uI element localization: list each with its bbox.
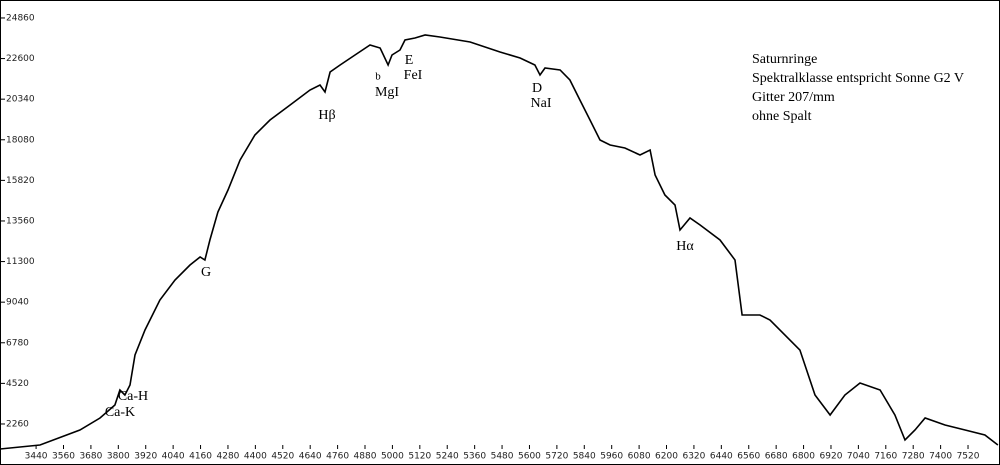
x-tick-label: 5600 — [518, 452, 541, 462]
x-tick-label: 6920 — [820, 452, 843, 462]
x-tick-label: 7520 — [957, 452, 980, 462]
x-tick-label: 6440 — [710, 452, 733, 462]
y-tick-label: 13560 — [6, 216, 35, 226]
x-tick-label: 6200 — [655, 452, 678, 462]
line-label: E — [405, 53, 414, 68]
x-tick-label: 4520 — [271, 452, 294, 462]
x-tick-label: 7280 — [902, 452, 925, 462]
x-tick-label: 4640 — [299, 452, 322, 462]
y-tick-label: 20340 — [6, 95, 35, 105]
x-tick-label: 5840 — [573, 452, 596, 462]
info-text: Gitter 207/mm — [752, 90, 835, 105]
line-label: Hβ — [318, 108, 335, 123]
x-tick-label: 3680 — [79, 452, 102, 462]
x-tick-label: 5240 — [436, 452, 459, 462]
y-tick-label: 18080 — [6, 135, 35, 145]
x-tick-label: 4040 — [162, 452, 185, 462]
spectrum-line — [0, 34, 999, 450]
y-tick-label: 6780 — [6, 338, 29, 348]
info-text: Spektralklasse entspricht Sonne G2 V — [752, 71, 964, 86]
line-label: MgI — [375, 85, 399, 100]
x-tick-label: 6800 — [792, 452, 815, 462]
line-label: Ca-H — [118, 389, 148, 404]
line-label: b — [375, 71, 381, 83]
x-tick-label: 6320 — [682, 452, 705, 462]
x-tick-label: 4880 — [354, 452, 377, 462]
info-text: ohne Spalt — [752, 109, 812, 124]
line-label: NaI — [531, 96, 552, 111]
x-tick-label: 5120 — [408, 452, 431, 462]
x-tick-label: 4160 — [189, 452, 212, 462]
x-tick-label: 3800 — [107, 452, 130, 462]
x-tick-label: 4760 — [326, 452, 349, 462]
x-tick-label: 7040 — [847, 452, 870, 462]
y-tick-label: 24860 — [6, 13, 35, 23]
x-tick-label: 6680 — [765, 452, 788, 462]
y-tick-label: 9040 — [6, 298, 29, 308]
x-tick-label: 6080 — [628, 452, 651, 462]
y-tick-label: 2260 — [6, 419, 29, 429]
line-label: G — [201, 265, 211, 280]
line-label: Hα — [676, 239, 694, 254]
x-tick-label: 5480 — [491, 452, 514, 462]
x-tick-label: 5960 — [600, 452, 623, 462]
y-tick-label: 22600 — [6, 54, 35, 64]
y-tick-label: 4520 — [6, 379, 29, 389]
line-label: D — [532, 81, 542, 96]
x-tick-label: 6560 — [737, 452, 760, 462]
x-tick-label: 5720 — [545, 452, 568, 462]
x-tick-label: 3440 — [25, 452, 48, 462]
info-text: Saturnringe — [752, 52, 817, 67]
x-tick-label: 7400 — [929, 452, 952, 462]
x-tick-label: 4280 — [217, 452, 240, 462]
x-tick-label: 3920 — [134, 452, 157, 462]
line-label: FeI — [404, 68, 423, 83]
x-tick-label: 3560 — [52, 452, 75, 462]
x-tick-label: 4400 — [244, 452, 267, 462]
line-label: Ca-K — [105, 405, 135, 420]
x-tick-label: 5000 — [381, 452, 404, 462]
x-tick-label: 5360 — [463, 452, 486, 462]
x-tick-label: 7160 — [874, 452, 897, 462]
y-tick-label: 15820 — [6, 176, 35, 186]
y-tick-label: 11300 — [6, 257, 35, 267]
